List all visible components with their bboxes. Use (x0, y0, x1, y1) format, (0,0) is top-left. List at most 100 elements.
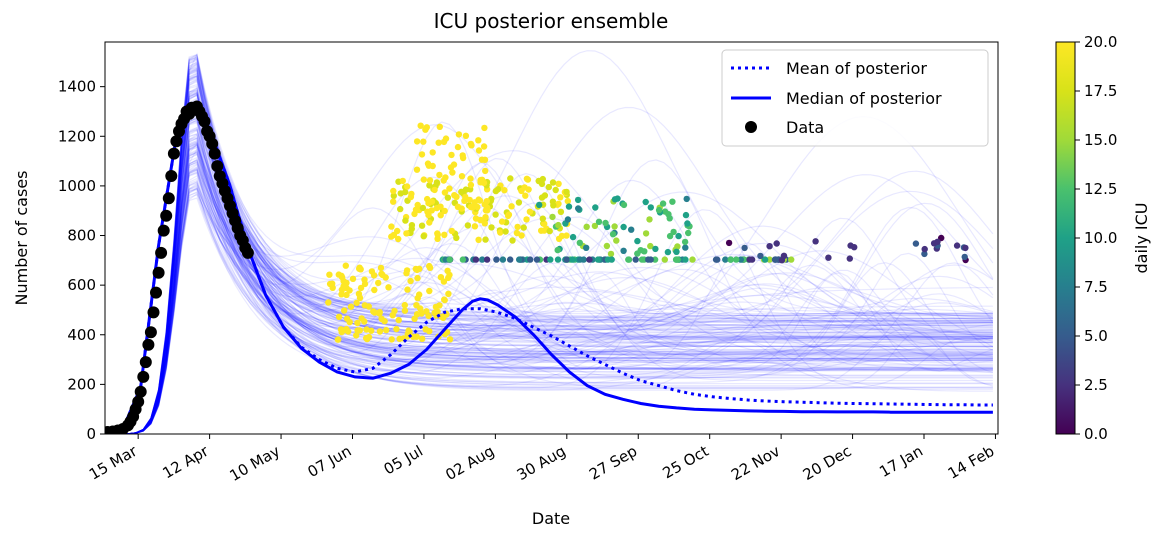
ensemble-line (105, 190, 993, 434)
scatter-point (712, 256, 720, 263)
x-tick-label: 22 Nov (728, 442, 783, 484)
ensemble-line (105, 91, 993, 434)
scatter-point (356, 294, 364, 302)
scatter-point (591, 222, 599, 230)
scatter-point (426, 219, 433, 226)
y-axis-label: Number of cases (12, 171, 31, 306)
scatter-point (501, 187, 508, 194)
scatter-point (934, 238, 941, 245)
plot-frame (104, 41, 999, 435)
x-tick-label: 10 May (227, 442, 284, 485)
ensemble-line (105, 197, 993, 434)
scatter-point (547, 256, 554, 263)
scatter-point (453, 193, 460, 200)
scatter-point (378, 270, 385, 277)
ensemble-line (105, 74, 993, 434)
scatter-point (953, 242, 961, 249)
scatter-point (357, 266, 364, 273)
ensemble-line (105, 147, 993, 434)
ensemble-line (105, 113, 993, 434)
data-point (132, 395, 145, 408)
scatter-point (655, 206, 663, 214)
scatter-point (574, 196, 582, 204)
scatter-point (634, 237, 641, 245)
ensemble-line (105, 182, 993, 434)
colored-scatter (325, 122, 969, 343)
x-tick-label: 27 Sep (586, 442, 640, 484)
colorbar-tick-label: 17.5 (1084, 82, 1117, 100)
ensemble-line (105, 168, 993, 434)
scatter-point (614, 195, 621, 202)
scatter-point (459, 256, 467, 263)
x-tick-label: 02 Aug (442, 442, 497, 484)
ensemble-line (105, 94, 993, 434)
scatter-point (424, 208, 431, 215)
scatter-point (378, 315, 385, 322)
scatter-point (620, 201, 628, 209)
scatter-point (413, 166, 421, 173)
scatter-point (586, 256, 593, 263)
ensemble-line (105, 102, 993, 434)
colorbar-ticks: 0.0 2.5 5.0 7.5 10.0 12.5 15.0 17.5 20.0 (1075, 33, 1117, 443)
scatter-point (518, 232, 525, 239)
y-tick-label: 800 (67, 227, 96, 245)
ensemble-line (105, 80, 993, 434)
scatter-point (448, 227, 455, 235)
ensemble-line (105, 171, 993, 434)
ensemble-line (105, 94, 993, 434)
scatter-point (440, 177, 447, 184)
ensemble-line (105, 102, 993, 434)
ensemble-line (105, 166, 993, 434)
scatter-point (431, 186, 438, 194)
scatter-point (413, 302, 420, 309)
scatter-point (912, 240, 920, 247)
scatter-point (683, 195, 690, 203)
scatter-point (682, 211, 690, 219)
scatter-point (426, 182, 433, 189)
scatter-point (661, 256, 668, 263)
scatter-point (422, 326, 429, 333)
scatter-point (440, 138, 448, 146)
scatter-point (446, 185, 453, 192)
ensemble-line (105, 163, 993, 434)
scatter-point (481, 124, 488, 132)
ensemble-line (105, 72, 993, 434)
ensemble-line (105, 102, 993, 434)
ensemble-line (105, 179, 993, 434)
scatter-point (403, 230, 410, 237)
ensemble-line (105, 137, 993, 434)
scatter-point (647, 242, 654, 250)
scatter-point (464, 222, 472, 229)
ensemble-line (105, 171, 993, 434)
scatter-point (342, 262, 349, 269)
scatter-point (682, 244, 689, 251)
scatter-point (632, 256, 639, 263)
ensemble-line (105, 67, 993, 434)
scatter-point (685, 229, 692, 237)
ensemble-line (105, 100, 993, 434)
scatter-point (757, 252, 764, 260)
ensemble-line (105, 97, 993, 434)
scatter-point (725, 239, 733, 247)
scatter-point (921, 245, 928, 253)
scatter-point (482, 167, 489, 175)
scatter-point (604, 256, 612, 263)
scatter-point (482, 214, 489, 221)
ensemble-line (105, 67, 993, 434)
scatter-point (471, 223, 479, 230)
scatter-point (474, 203, 481, 211)
ensemble-line (105, 112, 993, 434)
scatter-point (520, 224, 527, 231)
data-point (142, 338, 155, 351)
scatter-point (638, 256, 646, 263)
ensemble-line (105, 61, 993, 434)
scatter-point (846, 255, 853, 262)
ensemble-line (105, 102, 993, 434)
colorbar-tick-label: 7.5 (1084, 278, 1108, 296)
scatter-point (338, 272, 345, 279)
scatter-point (425, 312, 432, 319)
ensemble-line (105, 101, 993, 434)
x-tick-label: 05 Jul (381, 442, 426, 479)
ensemble-line (105, 69, 993, 434)
scatter-point (727, 256, 734, 263)
